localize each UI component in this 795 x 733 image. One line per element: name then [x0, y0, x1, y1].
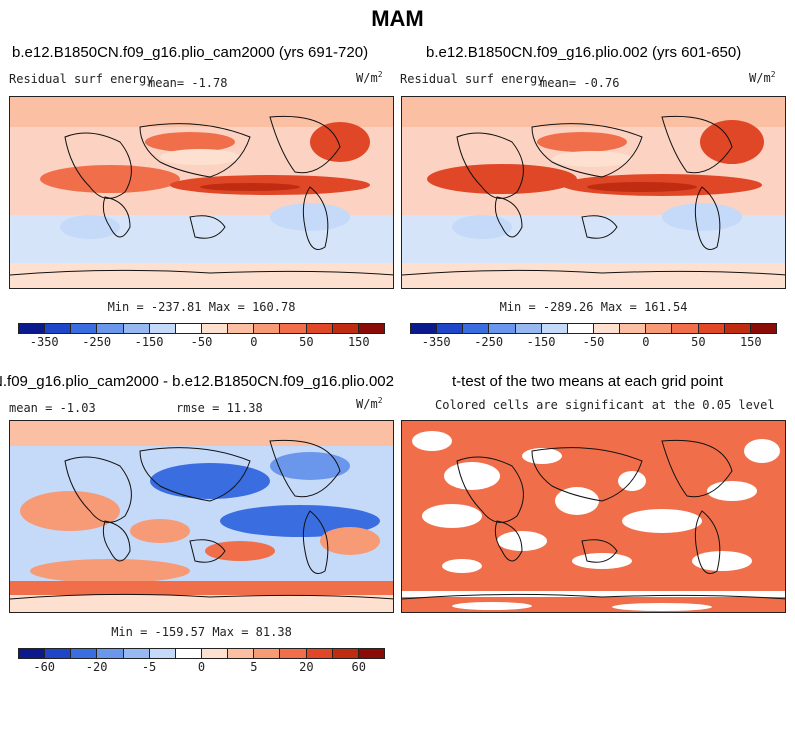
colorbar-bottom-left [18, 648, 385, 659]
colorbar-bottom-left-swatch [228, 649, 255, 658]
colorbar-top-right-swatch [489, 324, 516, 333]
colorbar-bottom-left-swatch [97, 649, 124, 658]
colorbar-top-right-swatch [672, 324, 699, 333]
colorbar-bottom-left-tick-label: -5 [141, 660, 157, 674]
colorbar-top-left-swatch [228, 324, 255, 333]
colorbar-top-right-tick-label: 50 [691, 335, 706, 349]
figure-title: MAM [371, 6, 424, 31]
colorbar-top-left-swatch [358, 324, 384, 333]
colorbar-top-left-tick-label: -150 [134, 335, 164, 349]
map-panel-top-left [9, 96, 394, 289]
colorbar-top-right-swatch [463, 324, 490, 333]
rmse-label-bottom-left: rmse = 11.38 [176, 401, 263, 415]
colorbar-bottom-left-swatch [306, 649, 333, 658]
variable-label-top-left: Residual surf energy [9, 72, 154, 86]
colorbar-top-left-swatch [71, 324, 98, 333]
map-plot-top-left [10, 97, 393, 288]
colorbar-bottom-left-swatch [358, 649, 384, 658]
map-plot-top-right [402, 97, 785, 288]
colorbar-bottom-left-tick-label: -60 [33, 660, 56, 674]
colorbar-bottom-left-tick-label: 60 [351, 660, 367, 674]
colorbar-top-right-swatch [411, 324, 438, 333]
colorbar-top-left-swatch [201, 324, 229, 333]
colorbar-top-left [18, 323, 385, 334]
colorbar-bottom-left-swatch [149, 649, 176, 658]
colorbar-bottom-left-tick-label: 20 [299, 660, 314, 674]
mean-label-bottom-left: mean = -1.03 [9, 401, 96, 415]
colorbar-bottom-left-swatch [254, 649, 281, 658]
units-label-top-right: W/m2 [749, 70, 776, 85]
colorbar-top-right-swatch [698, 324, 725, 333]
colorbar-top-left-tick-label: 50 [299, 335, 314, 349]
colorbar-top-left-swatch [175, 324, 202, 333]
colorbar-top-right-tick-label: -350 [421, 335, 451, 349]
colorbar-top-left-tick-label: 0 [250, 335, 258, 349]
colorbar-top-left-tick-label: -350 [29, 335, 59, 349]
minmax-top-left: Min = -237.81 Max = 160.78 [107, 300, 296, 314]
mean-label-top-right: mean= -0.76 [540, 76, 620, 90]
map-plot-bottom-right [402, 421, 785, 612]
colorbar-top-left-swatch [97, 324, 124, 333]
panel-title-top-right: b.e12.B1850CN.f09_g16.plio.002 (yrs 601-… [426, 44, 742, 61]
colorbar-top-left-swatch [45, 324, 72, 333]
units-label-top-left: W/m2 [356, 70, 383, 85]
colorbar-top-right-tick-label: -250 [474, 335, 504, 349]
colorbar-bottom-left-swatch [123, 649, 150, 658]
colorbar-top-left-tick-label: 150 [347, 335, 370, 349]
colorbar-bottom-left-tick-label: 0 [197, 660, 206, 674]
map-plot-bottom-left [10, 421, 393, 612]
colorbar-top-right-swatch [750, 324, 776, 333]
colorbar-bottom-left-swatch [280, 649, 307, 658]
colorbar-top-left-swatch [123, 324, 150, 333]
colorbar-top-right-swatch [620, 324, 647, 333]
units-label-bottom-left: W/m2 [356, 396, 383, 411]
colorbar-top-right-swatch [646, 324, 673, 333]
colorbar-top-right-swatch [724, 324, 751, 333]
colorbar-top-right-swatch [515, 324, 542, 333]
panel-title-top-left: b.e12.B1850CN.f09_g16.plio_cam2000 (yrs … [12, 44, 369, 61]
colorbar-top-left-swatch [254, 324, 281, 333]
map-panel-top-right [401, 96, 786, 289]
colorbar-top-left-swatch [19, 324, 46, 333]
colorbar-bottom-left-tick-label: 5 [250, 660, 258, 674]
colorbar-bottom-left-tick-label: -20 [85, 660, 108, 674]
minmax-top-right: Min = -289.26 Max = 161.54 [499, 300, 688, 314]
colorbar-top-right-swatch [593, 324, 621, 333]
colorbar-bottom-left-swatch [332, 649, 359, 658]
map-panel-bottom-left [9, 420, 394, 613]
colorbar-top-left-swatch [332, 324, 359, 333]
mean-label-top-left: mean= -1.78 [148, 76, 228, 90]
colorbar-bottom-left-swatch [175, 649, 202, 658]
variable-label-top-right: Residual surf energy [400, 72, 545, 86]
colorbar-bottom-left-swatch [71, 649, 98, 658]
colorbar-top-right-swatch [437, 324, 464, 333]
colorbar-top-right-swatch [567, 324, 594, 333]
colorbar-top-right [410, 323, 777, 334]
colorbar-top-right-tick-label: 150 [739, 335, 762, 349]
colorbar-top-right-tick-label: 0 [642, 335, 650, 349]
colorbar-bottom-left-swatch [201, 649, 229, 658]
colorbar-top-left-tick-label: -250 [82, 335, 112, 349]
panel-title-bottom-right: t-test of the two means at each grid poi… [452, 373, 723, 390]
colorbar-bottom-left-swatch [45, 649, 72, 658]
map-panel-bottom-right [401, 420, 786, 613]
colorbar-bottom-left-swatch [19, 649, 46, 658]
colorbar-top-right-swatch [541, 324, 568, 333]
panel-subtitle-bottom-right: Colored cells are significant at the 0.0… [435, 398, 775, 412]
colorbar-top-left-swatch [149, 324, 176, 333]
colorbar-top-left-tick-label: -50 [190, 335, 213, 349]
colorbar-top-right-tick-label: -150 [526, 335, 556, 349]
panel-title-bottom-left: 350CN.f09_g16.plio_cam2000 - b.e12.B1850… [0, 373, 394, 390]
colorbar-top-left-swatch [280, 324, 307, 333]
colorbar-top-left-swatch [306, 324, 333, 333]
colorbar-top-right-tick-label: -50 [582, 335, 605, 349]
minmax-bottom-left: Min = -159.57 Max = 81.38 [111, 625, 292, 639]
